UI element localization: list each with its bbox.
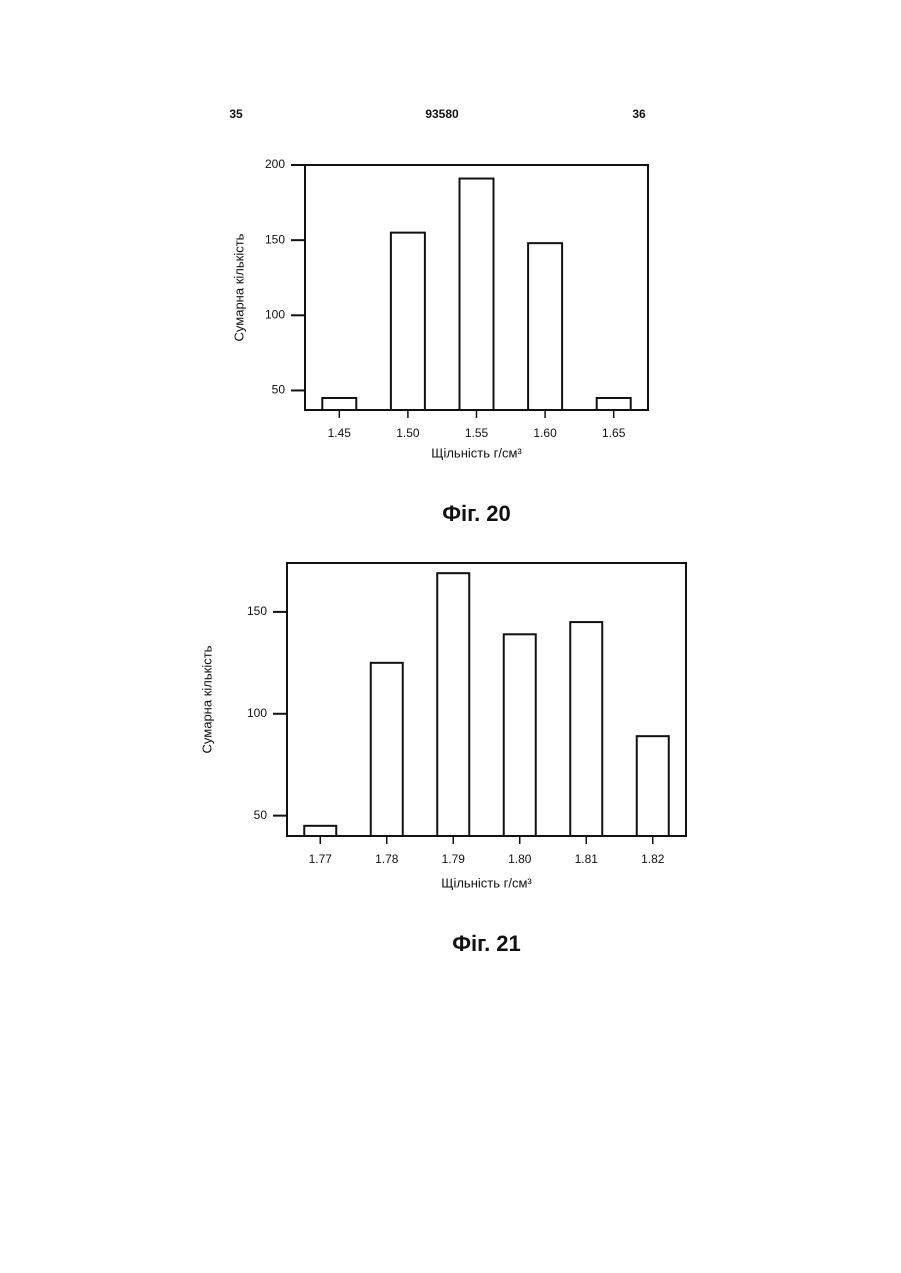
bar bbox=[371, 663, 403, 836]
y-tick-label: 50 bbox=[272, 383, 286, 397]
x-axis-label: Щільність г/см³ bbox=[441, 875, 532, 890]
x-tick-label: 1.80 bbox=[508, 852, 532, 866]
x-axis-label: Щільність г/см³ bbox=[431, 445, 522, 460]
bar bbox=[322, 398, 356, 410]
figure-caption: Фіг. 21 bbox=[452, 931, 521, 956]
bar bbox=[504, 634, 536, 836]
y-tick-label: 150 bbox=[247, 604, 267, 618]
x-tick-label: 1.55 bbox=[465, 426, 489, 440]
x-tick-label: 1.60 bbox=[533, 426, 557, 440]
document: 35 93580 36 50 100 150 200 1.45 1.50 1.55 1.60 1… bbox=[0, 0, 901, 1273]
y-tick-label: 150 bbox=[265, 232, 285, 246]
y-tick-label: 50 bbox=[254, 808, 268, 822]
x-tick-label: 1.65 bbox=[602, 426, 626, 440]
y-axis-label: Сумарна кількість bbox=[231, 233, 246, 341]
x-tick-label: 1.78 bbox=[375, 852, 399, 866]
x-tick-label: 1.77 bbox=[309, 852, 333, 866]
x-tick-label: 1.45 bbox=[328, 426, 352, 440]
bar bbox=[460, 179, 494, 410]
bar bbox=[304, 826, 336, 836]
x-tick-label: 1.50 bbox=[396, 426, 420, 440]
x-tick-label: 1.82 bbox=[641, 852, 665, 866]
x-tick-label: 1.81 bbox=[575, 852, 599, 866]
y-tick-label: 100 bbox=[265, 307, 285, 321]
y-axis-label: Сумарна кількість bbox=[199, 645, 214, 753]
bar bbox=[391, 233, 425, 410]
y-tick-label: 100 bbox=[247, 706, 267, 720]
bar bbox=[637, 736, 669, 836]
page: 35 93580 36 50 100 150 200 1.45 1.50 1.55 1.60 1… bbox=[0, 0, 901, 1273]
plot-frame bbox=[287, 563, 686, 836]
figure-caption: Фіг. 20 bbox=[442, 501, 511, 526]
bar bbox=[597, 398, 631, 410]
bar bbox=[528, 243, 562, 410]
x-tick-label: 1.79 bbox=[442, 852, 466, 866]
page-number-right: 36 bbox=[632, 107, 646, 121]
bar bbox=[437, 573, 469, 836]
bar bbox=[570, 622, 602, 836]
patent-number: 93580 bbox=[425, 107, 459, 121]
page-number-left: 35 bbox=[229, 107, 243, 121]
y-tick-label: 200 bbox=[265, 157, 285, 171]
